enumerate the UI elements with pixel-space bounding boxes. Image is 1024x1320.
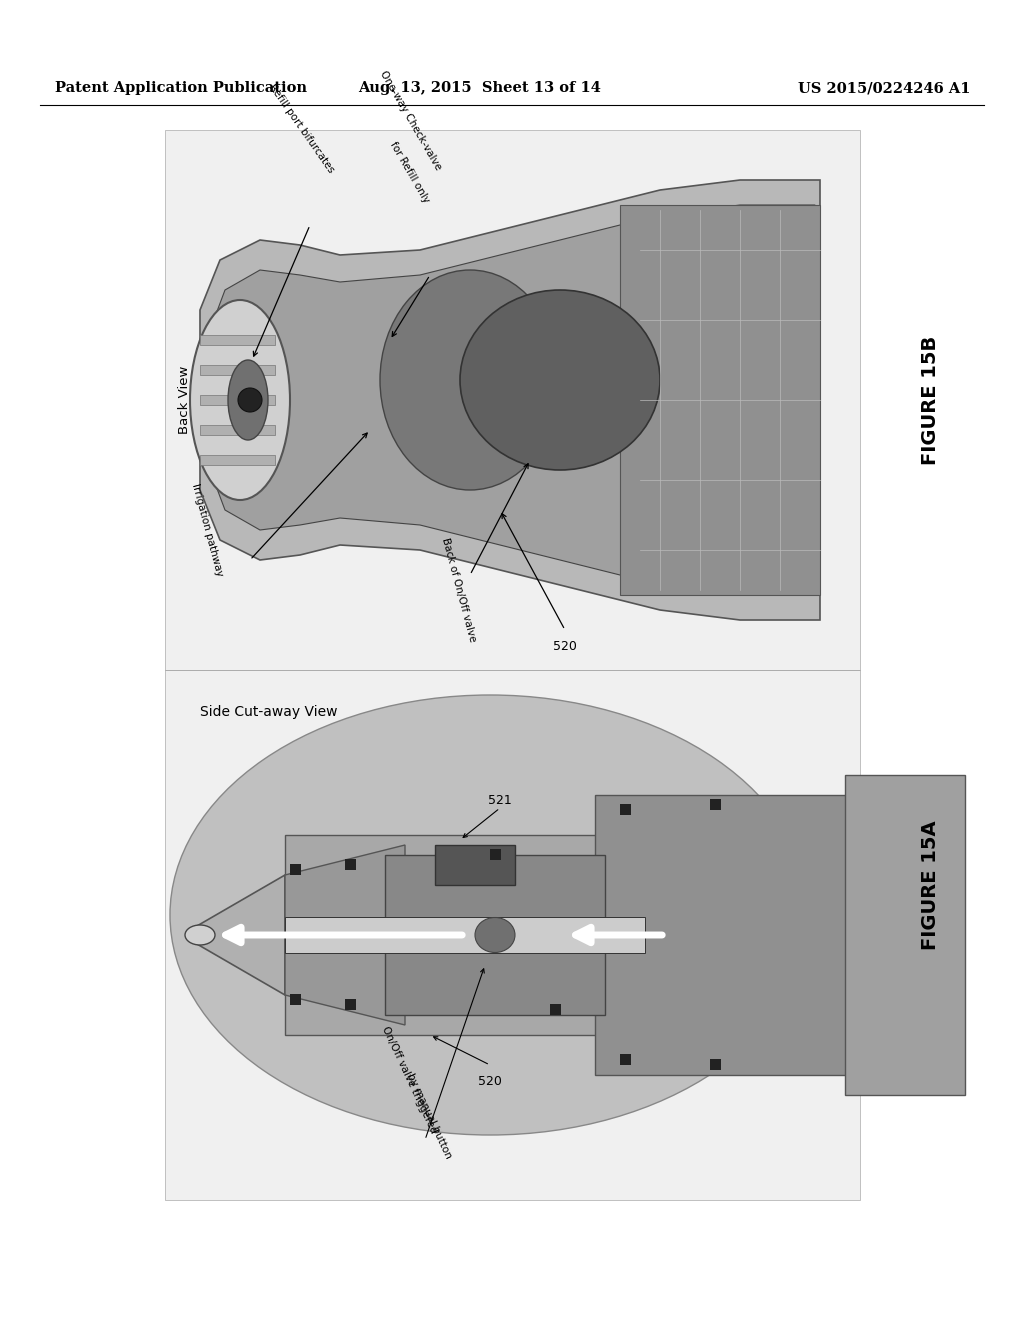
FancyBboxPatch shape <box>515 884 635 986</box>
Ellipse shape <box>380 271 560 490</box>
Text: Aug. 13, 2015  Sheet 13 of 14: Aug. 13, 2015 Sheet 13 of 14 <box>358 81 601 95</box>
Text: Irrigation pathway: Irrigation pathway <box>190 483 224 578</box>
Bar <box>550 1005 561 1015</box>
FancyBboxPatch shape <box>445 886 545 983</box>
Bar <box>290 994 301 1005</box>
FancyBboxPatch shape <box>200 335 275 345</box>
Text: FIGURE 15B: FIGURE 15B <box>921 335 939 465</box>
FancyBboxPatch shape <box>285 917 645 953</box>
FancyBboxPatch shape <box>285 836 700 1035</box>
FancyBboxPatch shape <box>200 366 275 375</box>
Text: One-way Check-valve: One-way Check-valve <box>378 69 443 172</box>
Polygon shape <box>190 875 285 995</box>
Ellipse shape <box>190 300 290 500</box>
Text: 520: 520 <box>478 1074 502 1088</box>
Text: On/Off valve triggered: On/Off valve triggered <box>380 1024 438 1135</box>
Bar <box>290 865 301 875</box>
Text: Back View: Back View <box>178 366 191 434</box>
FancyBboxPatch shape <box>200 395 275 405</box>
Text: Patent Application Publication: Patent Application Publication <box>55 81 307 95</box>
Bar <box>345 999 356 1010</box>
Bar <box>620 1053 631 1065</box>
Text: Side Cut-away View: Side Cut-away View <box>200 705 338 719</box>
Bar <box>710 799 721 810</box>
Circle shape <box>238 388 262 412</box>
FancyBboxPatch shape <box>385 855 605 1015</box>
FancyBboxPatch shape <box>200 425 275 436</box>
Polygon shape <box>200 180 820 620</box>
Text: by manual button: by manual button <box>406 1072 454 1160</box>
FancyBboxPatch shape <box>620 205 820 595</box>
Bar <box>710 1059 721 1071</box>
FancyBboxPatch shape <box>165 671 860 1200</box>
Ellipse shape <box>228 360 268 440</box>
Text: US 2015/0224246 A1: US 2015/0224246 A1 <box>798 81 970 95</box>
FancyBboxPatch shape <box>435 845 515 884</box>
FancyBboxPatch shape <box>385 887 465 982</box>
Text: Refill port bifurcates: Refill port bifurcates <box>267 82 336 176</box>
Text: FIGURE 15A: FIGURE 15A <box>921 820 939 950</box>
FancyBboxPatch shape <box>845 775 965 1096</box>
Polygon shape <box>285 845 406 1026</box>
Polygon shape <box>210 205 815 595</box>
Bar <box>490 849 501 861</box>
FancyBboxPatch shape <box>200 455 275 465</box>
Bar <box>620 804 631 814</box>
Bar <box>345 859 356 870</box>
Ellipse shape <box>460 290 660 470</box>
Ellipse shape <box>475 917 515 953</box>
Text: 520: 520 <box>553 640 577 653</box>
Ellipse shape <box>170 696 810 1135</box>
Ellipse shape <box>185 925 215 945</box>
Text: for Refill only: for Refill only <box>388 140 431 205</box>
FancyBboxPatch shape <box>595 795 855 1074</box>
FancyBboxPatch shape <box>165 129 860 671</box>
Text: Back of On/Off valve: Back of On/Off valve <box>440 537 477 643</box>
Text: 521: 521 <box>488 793 512 807</box>
